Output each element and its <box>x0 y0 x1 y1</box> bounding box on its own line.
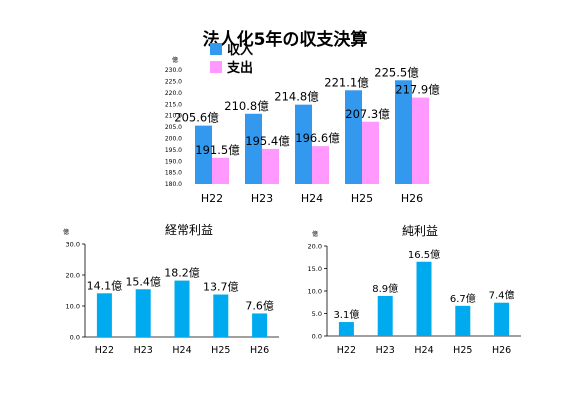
chart-title: 経常利益 <box>165 223 213 237</box>
y-tick-label: 20.0 <box>308 242 322 250</box>
x-category-label: H22 <box>201 192 223 205</box>
data-label: 217.9億 <box>395 83 440 97</box>
y-axis-unit-label: 億 <box>312 230 318 238</box>
x-category-label: H25 <box>351 192 373 205</box>
y-tick-label: 190.0 <box>165 158 182 165</box>
x-category-label: H26 <box>250 345 269 356</box>
legend-swatch <box>210 43 222 55</box>
data-label: 225.5億 <box>374 65 419 79</box>
bar-income <box>395 80 412 184</box>
x-category-label: H26 <box>492 345 511 356</box>
bar-expense <box>212 157 229 184</box>
bar-value <box>494 302 510 336</box>
data-label: 15.4億 <box>125 275 161 288</box>
x-category-label: H25 <box>211 345 230 356</box>
data-label: 195.4億 <box>245 134 290 148</box>
bar-value <box>213 294 229 337</box>
bar-income <box>195 125 212 184</box>
bar-income <box>295 104 312 184</box>
y-tick-label: 230.0 <box>165 67 182 74</box>
y-axis-unit-label: 億 <box>63 228 69 236</box>
x-category-label: H25 <box>453 345 472 356</box>
bar-expense <box>362 121 379 184</box>
y-tick-label: 0.0 <box>312 332 322 340</box>
x-category-label: H26 <box>401 192 423 205</box>
x-category-label: H23 <box>134 345 153 356</box>
data-label: 6.7億 <box>450 292 476 305</box>
bar-expense <box>262 148 279 184</box>
y-tick-label: 195.0 <box>165 147 182 154</box>
y-tick-label: 5.0 <box>312 310 322 318</box>
x-category-label: H22 <box>95 345 114 356</box>
bar-value <box>338 322 354 336</box>
x-category-label: H23 <box>376 345 395 356</box>
x-category-label: H23 <box>251 192 273 205</box>
data-label: 18.2億 <box>164 267 200 280</box>
x-category-label: H24 <box>301 192 323 205</box>
y-tick-label: 180.0 <box>165 181 182 188</box>
chart-title: 純利益 <box>402 224 438 238</box>
bar-value <box>135 289 151 337</box>
y-tick-label: 10.0 <box>308 287 322 295</box>
y-tick-label: 220.0 <box>165 90 182 97</box>
data-label: 214.8億 <box>274 90 319 104</box>
y-tick-label: 0.0 <box>70 333 80 341</box>
x-category-label: H24 <box>414 345 433 356</box>
data-label: 207.3億 <box>345 107 390 121</box>
data-label: 191.5億 <box>195 143 240 157</box>
data-label: 7.6億 <box>245 299 274 312</box>
bar-value <box>96 293 112 337</box>
data-label: 16.5億 <box>408 248 440 261</box>
bar-income <box>345 90 362 184</box>
y-tick-label: 205.0 <box>165 124 182 131</box>
y-tick-label: 15.0 <box>308 265 322 273</box>
data-label: 196.6億 <box>295 131 340 145</box>
y-tick-label: 200.0 <box>165 136 182 143</box>
y-tick-label: 210.0 <box>165 113 182 120</box>
data-label: 3.1億 <box>333 308 359 321</box>
x-category-label: H24 <box>172 345 191 356</box>
bar-value <box>455 305 471 336</box>
data-label: 14.1億 <box>87 279 123 292</box>
y-tick-label: 215.0 <box>165 101 182 108</box>
y-tick-label: 185.0 <box>165 170 182 177</box>
data-label: 205.6億 <box>174 111 219 125</box>
bar-value <box>416 261 432 336</box>
y-tick-label: 10.0 <box>66 302 80 310</box>
legend-label: 収入 <box>227 43 253 58</box>
bar-value <box>174 280 190 337</box>
data-label: 210.8億 <box>224 99 269 113</box>
bar-expense <box>412 97 429 184</box>
y-tick-label: 30.0 <box>66 240 80 248</box>
chart-title: 法人化5年の収支決算 <box>203 29 368 50</box>
data-label: 13.7億 <box>203 281 239 294</box>
y-tick-label: 225.0 <box>165 79 182 86</box>
bar-income <box>245 113 262 184</box>
legend-label: 支出 <box>226 60 253 76</box>
legend-swatch <box>210 61 222 73</box>
y-tick-label: 20.0 <box>66 271 80 279</box>
data-label: 221.1億 <box>324 75 369 89</box>
bar-value <box>377 295 393 336</box>
bar-expense <box>312 146 329 184</box>
y-axis-unit-label: 億 <box>172 56 178 64</box>
bar-value <box>252 313 268 337</box>
data-label: 8.9億 <box>372 282 398 295</box>
data-label: 7.4億 <box>489 289 515 302</box>
x-category-label: H22 <box>337 345 356 356</box>
